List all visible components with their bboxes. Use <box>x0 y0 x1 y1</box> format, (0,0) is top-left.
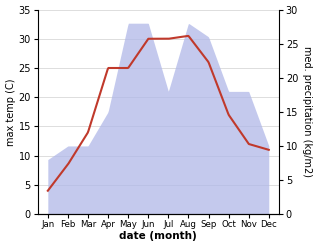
Y-axis label: med. precipitation (kg/m2): med. precipitation (kg/m2) <box>302 46 313 177</box>
Y-axis label: max temp (C): max temp (C) <box>5 78 16 145</box>
X-axis label: date (month): date (month) <box>120 231 197 242</box>
